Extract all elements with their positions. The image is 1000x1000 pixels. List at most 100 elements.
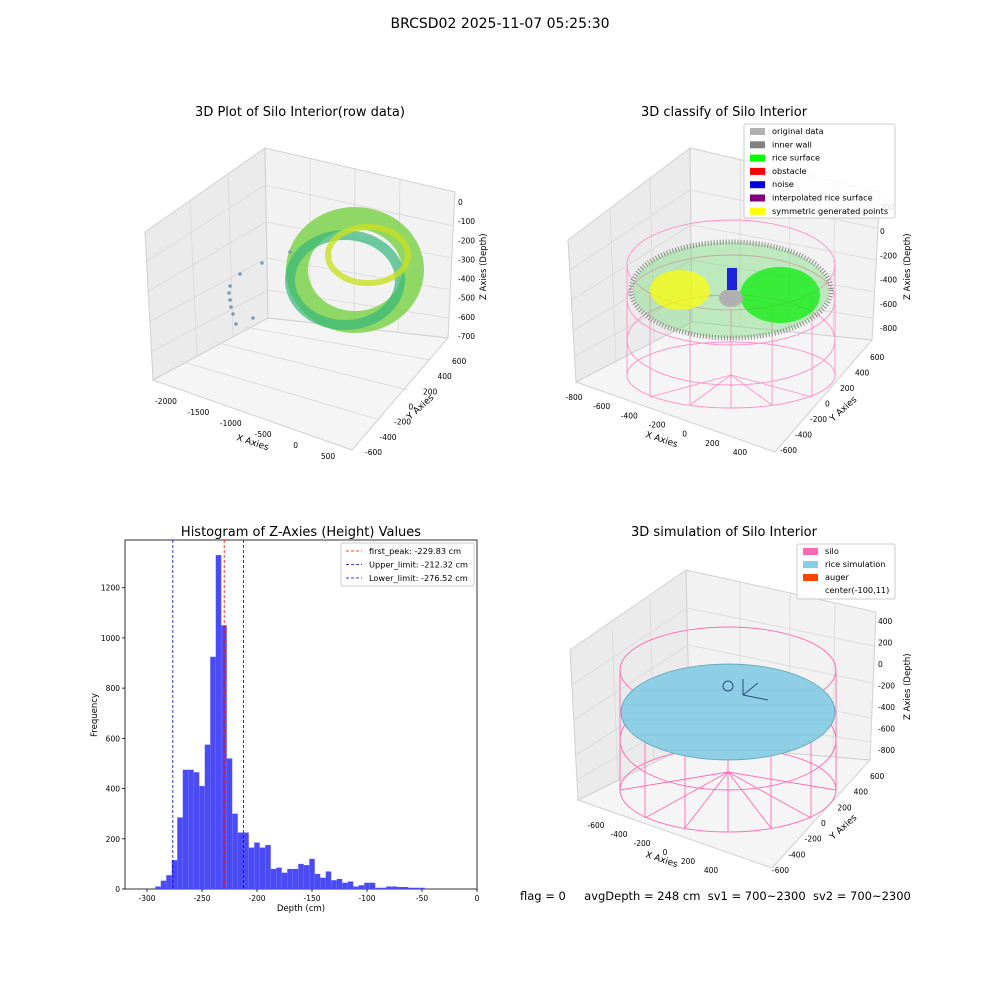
classify-legend-label: inner wall bbox=[772, 139, 812, 149]
histogram-bar bbox=[342, 882, 348, 889]
histogram-bar bbox=[171, 860, 178, 889]
histogram-legend-label: Upper_limit: -212.32 cm bbox=[369, 560, 468, 570]
classify-y-tick-label: -600 bbox=[780, 446, 797, 455]
histogram-y-axis-label: Frequency bbox=[90, 693, 100, 737]
histogram-bar bbox=[325, 871, 332, 889]
classify-y-tick-label: 200 bbox=[840, 384, 855, 393]
raw-z-tick-label: -400 bbox=[458, 275, 475, 284]
classify-legend-swatch bbox=[750, 128, 765, 135]
silo-wireframe bbox=[626, 219, 836, 409]
simulation-3d-plot: 3D simulation of Silo Interior bbox=[569, 525, 913, 875]
classify-3d-plot: 3D classify of Silo Interior bbox=[565, 105, 913, 457]
stats-line: flag = 0 avgDepth = 248 cm sv1 = 700~230… bbox=[520, 889, 911, 903]
histogram-bar bbox=[182, 769, 189, 889]
classify-y-tick-label: -200 bbox=[810, 415, 827, 424]
histogram-x-tick-label: -250 bbox=[193, 894, 210, 903]
classify-legend-swatch bbox=[750, 141, 765, 149]
histogram-bar bbox=[193, 772, 200, 889]
raw-outlier-points bbox=[227, 250, 292, 326]
raw-y-tick-label: 600 bbox=[452, 357, 467, 366]
simulation-legend-label: silo bbox=[825, 546, 839, 556]
simulation-y-tick-label: -400 bbox=[788, 850, 805, 859]
symmetric-points bbox=[650, 270, 710, 310]
simulation-z-tick-label: -200 bbox=[878, 682, 895, 691]
sv2-text: sv2 = 700~2300 bbox=[812, 889, 911, 903]
histogram-y-tick-label: 400 bbox=[106, 785, 121, 794]
histogram-bar bbox=[215, 555, 222, 889]
classify-legend-swatch bbox=[750, 154, 765, 162]
raw-x-tick-label: 500 bbox=[321, 452, 336, 461]
histogram-bar bbox=[303, 865, 310, 889]
raw-z-tick-label: -100 bbox=[458, 217, 475, 226]
classify-y-tick-label: 0 bbox=[825, 400, 830, 409]
classify-y-tick-label: 600 bbox=[870, 353, 885, 362]
raw-z-axis-label: Z Axies (Depth) bbox=[479, 233, 489, 300]
raw-z-tick-label: -200 bbox=[458, 236, 475, 245]
simulation-legend-swatch bbox=[803, 574, 818, 581]
histogram-x-tick-label: -150 bbox=[303, 894, 320, 903]
histogram-bar bbox=[237, 832, 244, 889]
classify-z-tick-label: -200 bbox=[880, 251, 897, 260]
inner-wall-points bbox=[628, 239, 834, 341]
classify-z-tick-label: 0 bbox=[880, 227, 885, 236]
histogram-plot: Histogram of Z-Axies (Height) Values -30… bbox=[90, 525, 480, 914]
simulation-legend-label: center(-100,11) bbox=[825, 585, 889, 595]
simulation-legend: silo rice simulation auger center(-100,11) bbox=[796, 543, 896, 600]
raw-z-tick-label: 0 bbox=[458, 198, 463, 207]
histogram-x-tick-label: -100 bbox=[358, 894, 375, 903]
simulation-y-tick-label: 400 bbox=[854, 788, 869, 797]
raw-z-tick-label: -600 bbox=[458, 313, 475, 322]
simulation-z-tick-label: -800 bbox=[878, 746, 895, 755]
rice-simulation-surface bbox=[620, 663, 836, 761]
histogram-legend: first_peak: -229.83 cm Upper_limit: -212.… bbox=[340, 542, 475, 587]
histogram-bar bbox=[402, 886, 409, 889]
classify-z-tick-label: -400 bbox=[880, 276, 897, 285]
histogram-bar bbox=[419, 887, 425, 889]
histogram-x-tick-label: -50 bbox=[416, 894, 428, 903]
histogram-y-tick-label: 800 bbox=[106, 684, 121, 693]
simulation-legend-swatch bbox=[803, 548, 818, 555]
histogram-x-tick-label: -300 bbox=[138, 894, 155, 903]
classify-z-tick-label: -600 bbox=[880, 300, 897, 309]
simulation-z-tick-label: 0 bbox=[878, 660, 883, 669]
histogram-bar bbox=[375, 887, 381, 889]
histogram-bar bbox=[204, 744, 211, 889]
histogram-y-tick-label: 0 bbox=[115, 885, 120, 894]
histogram-title: Histogram of Z-Axies (Height) Values bbox=[181, 525, 421, 540]
simulation-plot-title: 3D simulation of Silo Interior bbox=[631, 525, 818, 540]
raw-z-tick-label: -700 bbox=[458, 332, 475, 341]
classify-legend-swatch bbox=[750, 167, 765, 175]
classify-y-tick-label: -400 bbox=[795, 431, 812, 440]
raw-y-tick-label: 200 bbox=[423, 387, 438, 396]
sv1-text: sv1 = 700~2300 bbox=[707, 889, 806, 903]
histogram-bar bbox=[270, 868, 277, 889]
raw-x-tick-label: 0 bbox=[293, 441, 298, 450]
histogram-bar bbox=[413, 887, 420, 889]
histogram-x-tick-label: 0 bbox=[475, 894, 480, 903]
noise-points bbox=[727, 268, 737, 290]
histogram-bar bbox=[320, 877, 326, 889]
raw-y-tick-label: -200 bbox=[394, 418, 411, 427]
classify-legend-label: interpolated rice surface bbox=[772, 193, 873, 203]
classify-x-tick-label: 200 bbox=[705, 439, 720, 448]
simulation-y-axis-label: Y Axies bbox=[828, 813, 860, 843]
classify-z-axis-label: Z Axies (Depth) bbox=[903, 233, 913, 300]
histogram-bar bbox=[259, 847, 266, 889]
simulation-legend-label: auger bbox=[825, 572, 849, 582]
classify-x-tick-label: -600 bbox=[593, 402, 610, 411]
histogram-bar bbox=[386, 886, 392, 889]
histogram-legend-label: Lower_limit: -276.52 cm bbox=[369, 573, 468, 583]
classify-x-tick-label: 0 bbox=[682, 430, 687, 439]
auger-marker bbox=[722, 679, 769, 701]
classify-legend-label: original data bbox=[772, 126, 824, 136]
simulation-x-tick-label: 400 bbox=[704, 866, 719, 875]
histogram-legend-label: first_peak: -229.83 cm bbox=[369, 546, 461, 556]
classify-legend-swatch bbox=[750, 181, 765, 189]
simulation-z-tick-label: -400 bbox=[878, 703, 895, 712]
histogram-x-axis-label: Depth (cm) bbox=[277, 904, 325, 914]
classify-x-tick-label: -800 bbox=[565, 393, 582, 402]
classify-legend-label: symmetric generated points bbox=[772, 206, 888, 216]
figure-title: BRCSD02 2025-11-07 05:25:30 bbox=[390, 16, 610, 32]
histogram-bar bbox=[160, 880, 167, 889]
histogram-bar bbox=[210, 656, 216, 889]
